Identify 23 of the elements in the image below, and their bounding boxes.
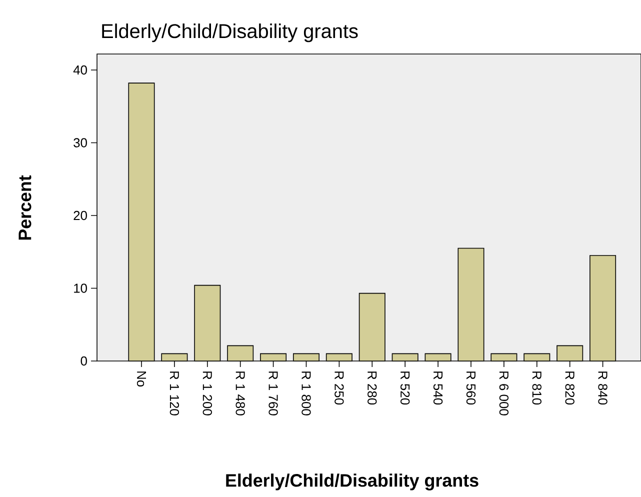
x-tick-label: R 560 bbox=[466, 372, 476, 405]
x-tick-label: R 540 bbox=[433, 372, 443, 405]
y-tick-label: 20 bbox=[74, 210, 87, 220]
y-axis-title: Percent bbox=[18, 175, 32, 240]
y-tick-label: 10 bbox=[74, 284, 87, 293]
y-tick-label: 0 bbox=[80, 356, 87, 366]
x-tick-label: R 840 bbox=[598, 372, 608, 405]
x-tick-label: R 6 000 bbox=[499, 372, 509, 416]
y-tick-label: 30 bbox=[74, 138, 87, 148]
x-axis-title: Elderly/Child/Disability grants bbox=[226, 474, 478, 490]
x-tick-label: R 520 bbox=[400, 372, 410, 405]
x-tick-label: R 250 bbox=[334, 372, 344, 405]
chart-title: Elderly/Child/Disability grants bbox=[102, 24, 358, 42]
x-tick-label: R 820 bbox=[565, 372, 574, 405]
x-tick-label: No bbox=[136, 372, 146, 387]
x-tick-label: R 280 bbox=[368, 372, 377, 405]
x-tick-label: R 1 120 bbox=[170, 372, 180, 416]
x-tick-label: R 1 800 bbox=[302, 372, 311, 416]
x-tick-label: R 810 bbox=[532, 372, 542, 405]
x-tick-label: R 1 200 bbox=[202, 372, 212, 416]
y-tick-label: 40 bbox=[73, 65, 87, 75]
x-tick-label: R 1 760 bbox=[268, 372, 278, 416]
x-tick-label: R 1 480 bbox=[236, 372, 245, 416]
